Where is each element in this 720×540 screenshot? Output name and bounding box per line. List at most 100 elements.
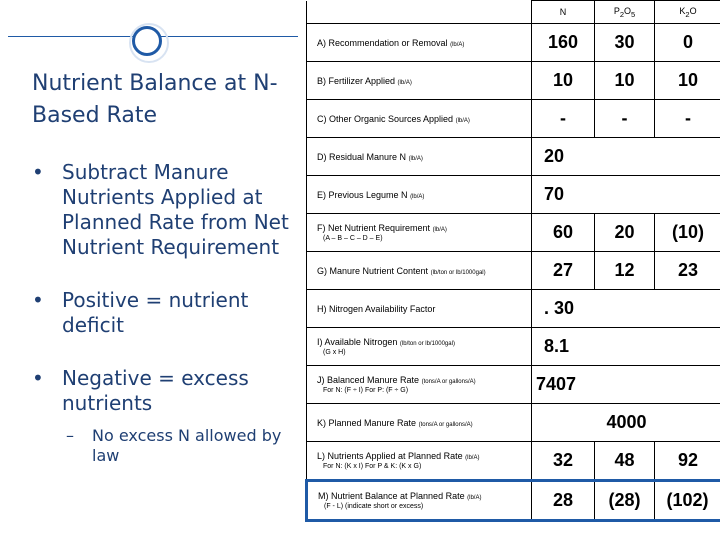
row-label-text: H) Nitrogen Availability Factor [317,303,436,314]
table-row-highlight: M) Nutrient Balance at Planned Rate (lb/… [305,479,720,522]
row-label-unit: (lb/A) [455,117,470,124]
bullet-list: Subtract Manure Nutrients Applied at Pla… [32,160,297,466]
cell-k: 10 [654,61,720,100]
sub-bullet-dash: – [66,426,74,445]
row-label-formula: (G x H) [323,349,346,356]
row-label-formula: For N: (F ÷ I) For P: (F ÷ G) [323,387,409,394]
cell-k: 0 [654,23,720,62]
cell-n: 70 [531,175,720,214]
table-row: D) Residual Manure N (lb/A) 20 [306,137,720,176]
row-label-unit: (lb/A) [397,79,412,86]
row-label: B) Fertilizer Applied (lb/A) [306,61,532,100]
row-label-unit: (tons/A or gallons/A) [418,421,473,428]
row-label: C) Other Organic Sources Applied (lb/A) [306,99,532,138]
table-header-row: N P2O5 K2O [306,0,720,24]
decorative-circle-icon [129,23,169,63]
cell-p: 10 [594,61,655,100]
bullet-item: Positive = nutrient deficit [32,288,297,338]
row-label-text: K) Planned Manure Rate [317,417,417,428]
cell-k: 23 [654,251,720,290]
cell-p: (28) [594,479,655,522]
cell-n: 160 [531,23,595,62]
header-p2o5-base: P [613,5,620,16]
cell-k: - [654,99,720,138]
table-row: F) Net Nutrient Requirement (lb/A) (A – B… [306,213,720,252]
row-label: M) Nutrient Balance at Planned Rate (lb/… [305,479,532,522]
row-label-unit: (tons/A or gallons/A) [421,379,476,385]
row-label-text: I) Available Nitrogen [317,337,398,347]
row-label-text: M) Nutrient Balance at Planned Rate [318,491,465,501]
slide-title: Nutrient Balance at N-Based Rate [32,71,278,128]
cell-p: 48 [594,441,655,481]
table-row: H) Nitrogen Availability Factor . 30 [306,289,720,328]
cell-p: - [594,99,655,138]
cell-k: 92 [654,441,720,481]
row-label-unit: (lb/A) [432,227,447,233]
row-label: L) Nutrients Applied at Planned Rate (lb… [306,441,532,481]
cell-n: 20 [531,137,720,176]
header-p2o5: P2O5 [594,0,655,24]
cell-n: 7407 [531,365,720,404]
row-label: D) Residual Manure N (lb/A) [306,137,532,176]
row-label-formula: (F - L) (indicate short or excess) [324,503,424,510]
row-label-formula: (A – B – C – D – E) [323,235,383,242]
header-k2o: K2O [654,0,720,24]
table-row: A) Recommendation or Removal (lb/A) 160 … [306,23,720,62]
table-row: C) Other Organic Sources Applied (lb/A) … [306,99,720,138]
cell-n: 60 [531,213,595,252]
row-label-text: D) Residual Manure N [317,151,407,162]
table-header-corner [306,0,532,24]
cell-n: 10 [531,61,595,100]
row-label-text: L) Nutrients Applied at Planned Rate [317,451,463,461]
sub-bullet-item: – No excess N allowed by law [32,426,297,466]
row-label-unit: (lb/A) [467,495,482,501]
cell-p: 30 [594,23,655,62]
cell-n: 4000 [531,403,720,442]
row-label: E) Previous Legume N (lb/A) [306,175,532,214]
row-label: F) Net Nutrient Requirement (lb/A) (A – B… [306,213,532,252]
nutrient-table: N P2O5 K2O A) Recommendation or Removal … [305,0,720,522]
row-label-unit: (lb/A) [450,41,465,48]
cell-k: (10) [654,213,720,252]
cell-n: 27 [531,251,595,290]
header-n: N [531,0,595,24]
row-label-unit: (lb/A) [465,455,480,461]
cell-p: 12 [594,251,655,290]
cell-n: - [531,99,595,138]
cell-k: (102) [654,479,720,522]
cell-n: 28 [531,479,595,522]
left-panel: Nutrient Balance at N-Based Rate Subtrac… [0,0,305,540]
row-label-text: F) Net Nutrient Requirement [317,223,431,233]
row-label: J) Balanced Manure Rate (tons/A or gallo… [306,365,532,404]
table-row: I) Available Nitrogen (lb/ton or lb/1000… [306,327,720,366]
cell-n: 8.1 [531,327,720,366]
header-p2o5-sub2: 5 [631,9,636,19]
row-label-formula: For N: (K x I) For P & K: (K x G) [323,463,422,470]
row-label-text: B) Fertilizer Applied [317,75,396,86]
row-label-text: E) Previous Legume N [317,189,408,200]
header-p2o5-sub1: 2 [619,9,624,19]
bullet-item: Negative = excess nutrients [32,366,297,416]
row-label: A) Recommendation or Removal (lb/A) [306,23,532,62]
cell-n: . 30 [531,289,720,328]
row-label: K) Planned Manure Rate (tons/A or gallon… [306,403,532,442]
row-label-text: J) Balanced Manure Rate [317,375,420,385]
row-label-text: C) Other Organic Sources Applied [317,113,454,124]
row-label-text: A) Recommendation or Removal [317,37,448,48]
table-row: K) Planned Manure Rate (tons/A or gallon… [306,403,720,442]
header-k2o-base: K [679,5,686,16]
table-row: J) Balanced Manure Rate (tons/A or gallo… [306,365,720,404]
row-label-unit: (lb/ton or lb/1000gal) [399,341,455,347]
row-label: I) Available Nitrogen (lb/ton or lb/1000… [306,327,532,366]
row-label-text: G) Manure Nutrient Content [317,265,429,276]
header-p2o5-mid: O [624,5,632,16]
row-label: G) Manure Nutrient Content (lb/ton or lb… [306,251,532,290]
row-label: H) Nitrogen Availability Factor [306,289,532,328]
row-label-unit: (lb/ton or lb/1000gal) [430,269,486,276]
cell-n: 32 [531,441,595,481]
header-k2o-sub: 2 [685,9,690,19]
table-row: G) Manure Nutrient Content (lb/ton or lb… [306,251,720,290]
header-k2o-end: O [689,5,697,16]
row-label-unit: (lb/A) [408,155,423,162]
cell-p: 20 [594,213,655,252]
